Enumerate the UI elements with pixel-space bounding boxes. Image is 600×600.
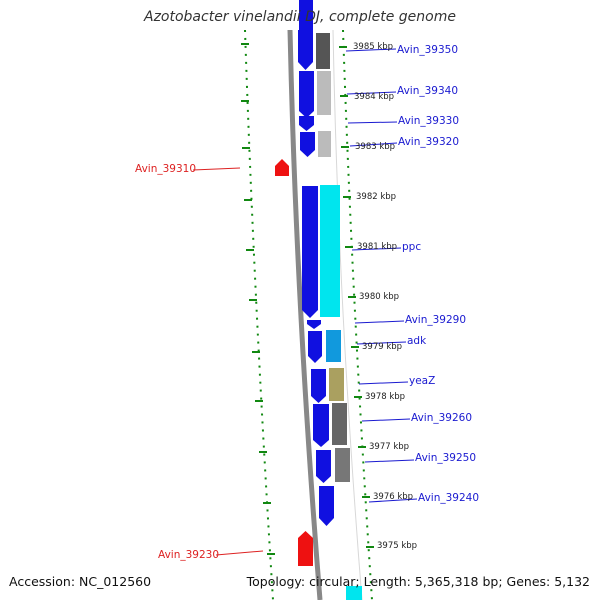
plus-strand-genes — [298, 0, 334, 526]
kbp-label: 3979 kbp — [362, 342, 402, 352]
gene-label-avin-39240[interactable]: Avin_39240 — [418, 492, 479, 504]
kbp-labels: 3985 kbp 3984 kbp 3983 kbp 3982 kbp 3981… — [353, 42, 417, 551]
kbp-label: 3980 kbp — [359, 292, 399, 302]
kbp-label: 3977 kbp — [369, 442, 409, 452]
gene-yeaz-arrow — [311, 369, 326, 403]
gene-label-avin-39290[interactable]: Avin_39290 — [405, 314, 466, 326]
gene-label-ppc[interactable]: ppc — [402, 241, 421, 253]
outer-tick-track — [244, 29, 373, 600]
cog-track — [316, 33, 362, 600]
gene-ppc-arrow — [302, 186, 318, 318]
kbp-label: 3984 kbp — [354, 92, 394, 102]
gene-label-avin-39320[interactable]: Avin_39320 — [398, 136, 459, 148]
minus-strand-genes — [275, 159, 313, 566]
kbp-label: 3978 kbp — [365, 392, 405, 402]
gene-avin-39310-arrow — [275, 159, 289, 176]
gene-label-avin-39310[interactable]: Avin_39310 — [135, 163, 196, 175]
gene-avin-39320-arrow — [300, 132, 315, 157]
accession-text: Accession: NC_012560 — [9, 574, 152, 589]
genome-backbone — [287, 29, 363, 600]
gene-label-avin-39250[interactable]: Avin_39250 — [415, 452, 476, 464]
gene-label-avin-39340[interactable]: Avin_39340 — [397, 85, 458, 97]
gene-avin-39240-arrow — [319, 486, 334, 526]
gene-label-avin-39350[interactable]: Avin_39350 — [397, 44, 458, 56]
major-ticks-right — [339, 46, 374, 548]
kbp-label: 3981 kbp — [357, 242, 397, 252]
gene-adk-arrow — [308, 331, 322, 363]
gene-avin-39350-arrow — [298, 30, 313, 70]
gene-label-adk[interactable]: adk — [407, 335, 427, 347]
gene-avin-39260-arrow — [313, 404, 329, 447]
kbp-label: 3976 kbp — [373, 492, 413, 502]
kbp-label: 3975 kbp — [377, 541, 417, 551]
kbp-label: 3983 kbp — [355, 142, 395, 152]
gene-label-avin-39330[interactable]: Avin_39330 — [398, 115, 459, 127]
label-leaders — [192, 48, 418, 556]
gene-avin-39290-arrow — [307, 320, 321, 329]
gene-avin-39230-arrow — [298, 531, 313, 566]
gene-labels-left: Avin_39310 Avin_39230 — [135, 163, 219, 561]
gene-label-yeaz[interactable]: yeaZ — [409, 375, 435, 387]
map-title: Azotobacter vinelandii DJ, complete geno… — [144, 9, 456, 25]
gene-label-avin-39260[interactable]: Avin_39260 — [411, 412, 472, 424]
gene-avin-39250-arrow — [316, 450, 331, 483]
major-ticks-left — [241, 43, 275, 555]
kbp-label: 3982 kbp — [356, 192, 396, 202]
gene-labels-right: Avin_39350 Avin_39340 Avin_39330 Avin_39… — [397, 44, 479, 504]
gene-label-avin-39230[interactable]: Avin_39230 — [158, 549, 219, 561]
gene-avin-39340-arrow — [299, 71, 314, 118]
gene-avin-39330-arrow — [299, 116, 314, 131]
kbp-label: 3985 kbp — [353, 42, 393, 52]
topology-text: Topology: circular; Length: 5,365,318 bp… — [246, 574, 590, 589]
